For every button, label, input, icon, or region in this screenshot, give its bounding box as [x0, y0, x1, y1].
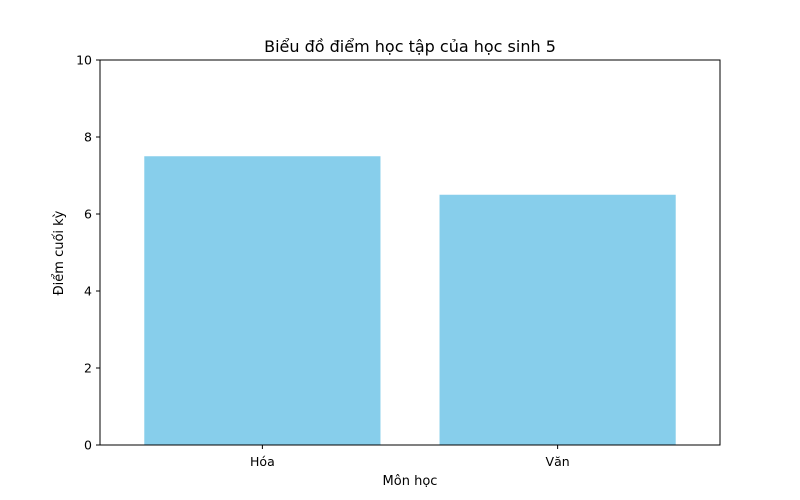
x-axis-ticks: Hóa Văn	[250, 445, 570, 469]
chart-title: Biểu đồ điểm học tập của học sinh 5	[264, 37, 556, 56]
y-axis-ticks: 0 2 4 6 8 10	[76, 53, 100, 453]
plot-frame	[99, 59, 721, 446]
y-tick-label: 0	[84, 438, 92, 453]
y-tick-label: 8	[84, 130, 92, 145]
bar-1	[439, 194, 676, 445]
bars-group	[144, 156, 676, 445]
y-tick-label: 4	[84, 284, 92, 299]
y-axis-label: Điểm cuối kỳ	[52, 210, 67, 295]
bar-0	[144, 156, 381, 445]
x-tick-label: Văn	[546, 454, 570, 469]
y-tick-label: 2	[84, 361, 92, 376]
y-tick-label: 6	[84, 207, 92, 222]
x-axis-label: Môn học	[383, 474, 438, 489]
x-tick-label: Hóa	[250, 454, 275, 469]
y-tick-label: 10	[76, 53, 92, 68]
